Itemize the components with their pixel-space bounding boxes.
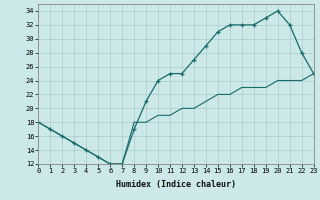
X-axis label: Humidex (Indice chaleur): Humidex (Indice chaleur) <box>116 180 236 189</box>
